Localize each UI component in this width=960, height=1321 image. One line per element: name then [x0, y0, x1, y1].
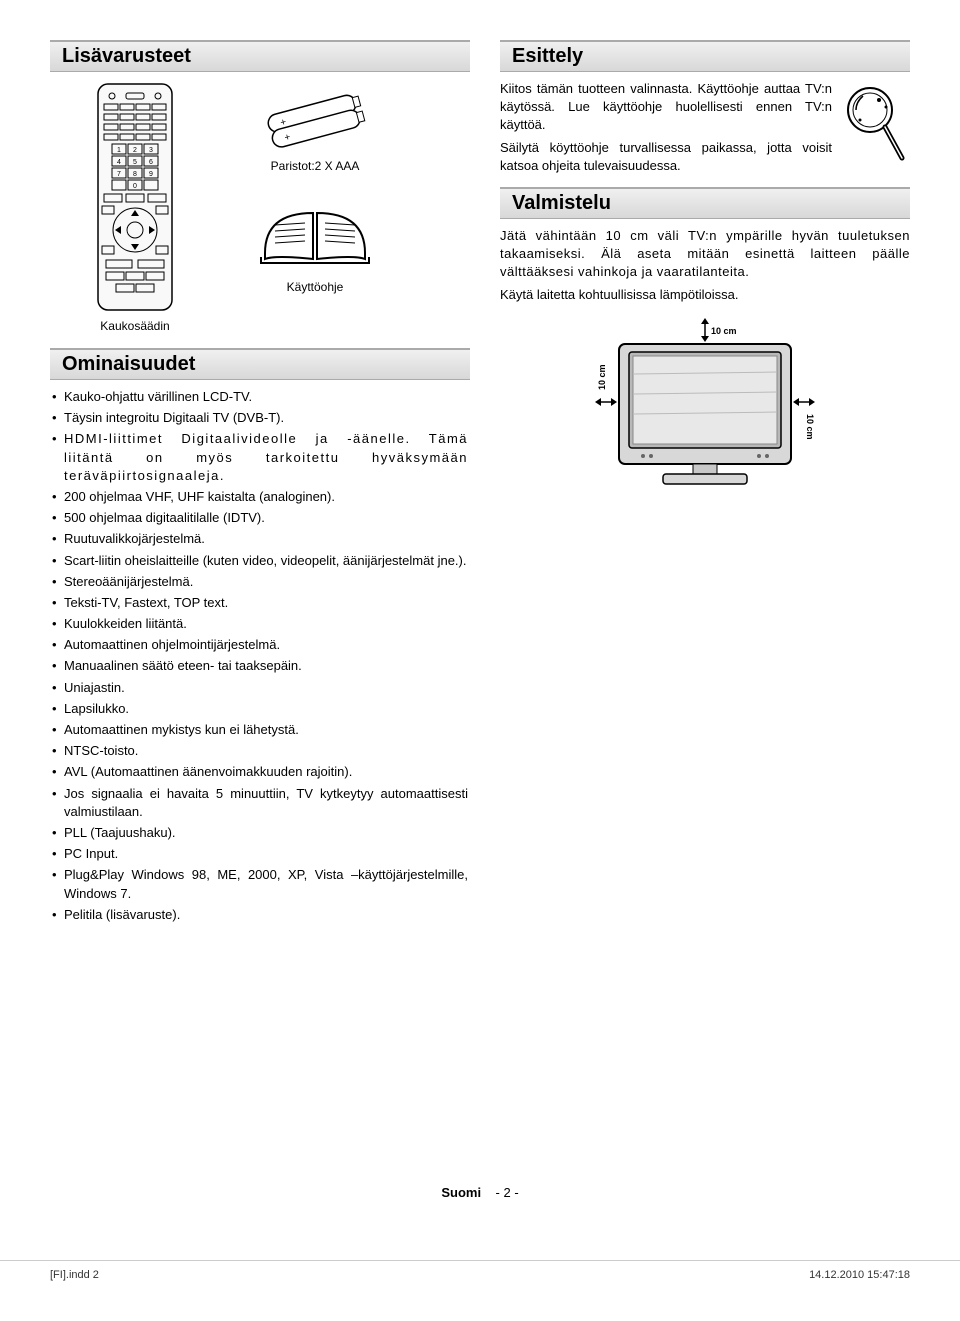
batteries-icon: + + — [250, 82, 380, 152]
list-item: Täysin integroitu Digitaali TV (DVB-T). — [52, 409, 468, 427]
list-item: Scart-liitin oheislaitteille (kuten vide… — [52, 552, 468, 570]
right-column: Esittely Kiitos tämän tuotteen valinnast… — [500, 40, 910, 927]
list-item: Ruutuvalikkojärjestelmä. — [52, 530, 468, 548]
prep-heading: Valmistelu — [500, 187, 910, 219]
left-column: Lisävarusteet — [50, 40, 470, 927]
remote-caption: Kaukosäädin — [90, 319, 180, 333]
svg-text:0: 0 — [133, 183, 137, 190]
two-column-layout: Lisävarusteet — [50, 40, 910, 927]
list-item: Kauko-ohjattu värillinen LCD-TV. — [52, 388, 468, 406]
remote-icon: 1 2 3 4 5 6 7 8 9 0 — [90, 82, 180, 315]
doc-meta-footer: [FI].indd 2 14.12.2010 15:47:18 — [0, 1260, 960, 1289]
features-heading: Ominaisuudet — [50, 348, 470, 380]
list-item: Pelitila (lisävaruste). — [52, 906, 468, 924]
page-content: Lisävarusteet — [0, 0, 960, 1260]
svg-text:2: 2 — [133, 147, 137, 154]
footer-lang: Suomi — [441, 1185, 481, 1200]
svg-text:7: 7 — [117, 171, 121, 178]
batteries-block: + + Paristot:2 X AAA — [250, 82, 380, 173]
distance-right-label: 10 cm — [805, 414, 815, 440]
doc-timestamp: 14.12.2010 15:47:18 — [809, 1269, 910, 1281]
list-item: Teksti-TV, Fastext, TOP text. — [52, 594, 468, 612]
accessories-heading: Lisävarusteet — [50, 40, 470, 72]
feature-list: Kauko-ohjattu värillinen LCD-TV. Täysin … — [50, 388, 470, 924]
svg-text:3: 3 — [149, 147, 153, 154]
manual-block: Käyttöohje — [255, 193, 375, 294]
list-item: HDMI-liittimet Digitaalivideolle ja -ään… — [52, 430, 468, 485]
svg-text:9: 9 — [149, 171, 153, 178]
svg-text:6: 6 — [149, 159, 153, 166]
list-item: Manuaalinen säätö eteen- tai taaksepäin. — [52, 657, 468, 675]
list-item: 200 ohjelmaa VHF, UHF kaistalta (analogi… — [52, 488, 468, 506]
list-item: NTSC-toisto. — [52, 742, 468, 760]
doc-ref: [FI].indd 2 — [50, 1269, 99, 1281]
prep-paragraph: Jätä vähintään 10 cm väli TV:n ympärille… — [500, 227, 910, 282]
list-item: Lapsilukko. — [52, 700, 468, 718]
tv-clearance-diagram: 10 cm 10 cm 10 cm — [500, 314, 910, 504]
distance-top-label: 10 cm — [711, 326, 737, 336]
accessories-right-block: + + Paristot:2 X AAA — [200, 82, 430, 294]
list-item: Kuulokkeiden liitäntä. — [52, 615, 468, 633]
remote-block: 1 2 3 4 5 6 7 8 9 0 — [90, 82, 180, 333]
list-item-text: HDMI-liittimet Digitaalivideolle ja -ään… — [64, 431, 468, 482]
svg-text:5: 5 — [133, 159, 137, 166]
svg-text:8: 8 — [133, 171, 137, 178]
prep-body: Jätä vähintään 10 cm väli TV:n ympärille… — [500, 227, 910, 304]
accessories-row: 1 2 3 4 5 6 7 8 9 0 — [90, 82, 430, 333]
batteries-caption: Paristot:2 X AAA — [250, 159, 380, 173]
page-footer: Suomi - 2 - — [0, 1185, 960, 1200]
manual-icon — [255, 193, 375, 273]
intro-body: Kiitos tämän tuotteen valinnasta. Käyttö… — [500, 80, 910, 179]
prep-paragraph: Käytä laitetta kohtuullisissa lämpötiloi… — [500, 286, 910, 304]
list-item: Stereoäänijärjestelmä. — [52, 573, 468, 591]
footer-page: - 2 - — [496, 1185, 519, 1200]
list-item-text: Plug&Play Windows 98, ME, 2000, XP, Vist… — [64, 867, 468, 900]
list-item: Automaattinen ohjelmointijärjestelmä. — [52, 636, 468, 654]
svg-text:1: 1 — [117, 147, 121, 154]
list-item: 500 ohjelmaa digitaalitilalle (IDTV). — [52, 509, 468, 527]
list-item: AVL (Automaattinen äänenvoimakkuuden raj… — [52, 763, 468, 781]
distance-left-label: 10 cm — [597, 364, 607, 390]
list-item: Plug&Play Windows 98, ME, 2000, XP, Vist… — [52, 866, 468, 902]
intro-paragraph: Säilytä köyttöohje turvallisessa paikass… — [500, 139, 832, 175]
list-item: Uniajastin. — [52, 679, 468, 697]
list-item: PLL (Taajuushaku). — [52, 824, 468, 842]
intro-paragraph: Kiitos tämän tuotteen valinnasta. Käyttö… — [500, 80, 832, 135]
list-item: Automaattinen mykistys kun ei lähetystä. — [52, 721, 468, 739]
svg-text:4: 4 — [117, 159, 121, 166]
manual-caption: Käyttöohje — [255, 280, 375, 294]
intro-heading: Esittely — [500, 40, 910, 72]
magnifier-icon — [840, 80, 910, 173]
list-item: PC Input. — [52, 845, 468, 863]
list-item: Jos signaalia ei havaita 5 minuuttiin, T… — [52, 785, 468, 821]
